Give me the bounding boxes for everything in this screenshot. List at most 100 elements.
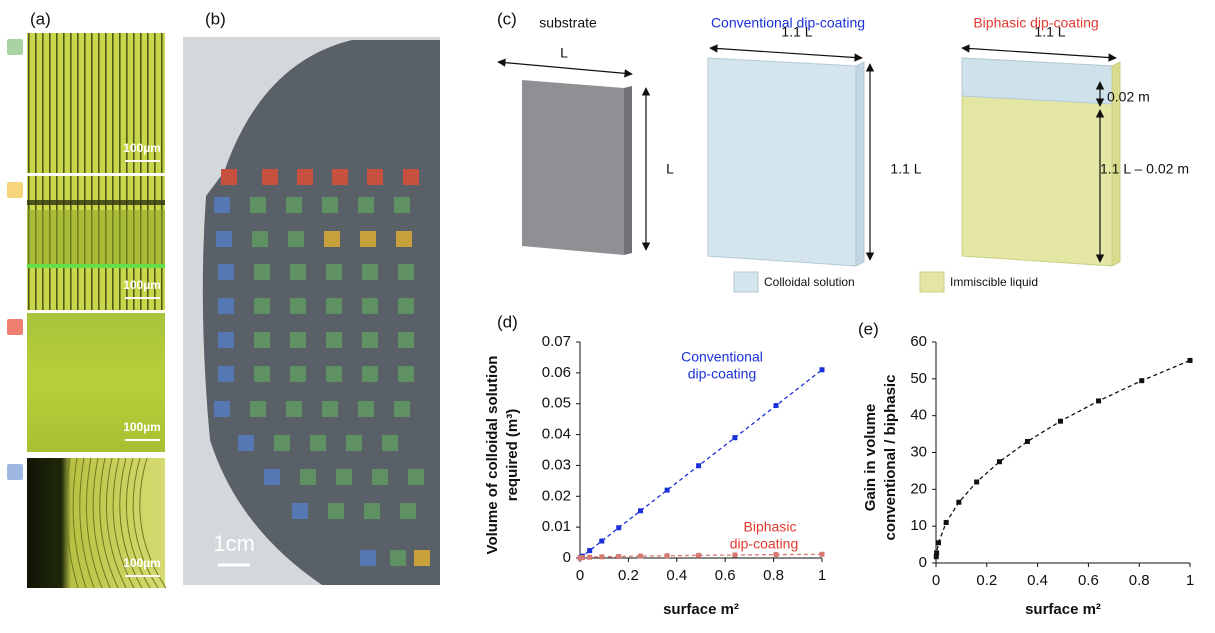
test-square: [326, 332, 342, 348]
test-square: [394, 401, 410, 417]
test-square: [414, 550, 430, 566]
data-point: [616, 525, 621, 530]
color-key: [7, 464, 23, 480]
test-square: [216, 231, 232, 247]
y-tick-label: 0.03: [542, 456, 571, 473]
panel-label: (d): [497, 312, 518, 331]
series-line: [936, 360, 1190, 556]
test-square: [274, 435, 290, 451]
data-point: [1096, 398, 1101, 403]
dimension-arrow: [498, 62, 632, 74]
test-square: [358, 197, 374, 213]
test-square: [396, 231, 412, 247]
x-tick-label: 0.8: [763, 567, 784, 584]
data-point: [1025, 439, 1030, 444]
test-square: [358, 401, 374, 417]
data-point: [1188, 358, 1193, 363]
dimension-label: 1.1 L: [781, 24, 812, 40]
data-point: [944, 520, 949, 525]
y-tick-label: 0.04: [542, 426, 571, 443]
test-square: [218, 264, 234, 280]
test-square: [364, 503, 380, 519]
x-tick-label: 0.6: [1078, 572, 1099, 589]
substrate-side: [624, 86, 632, 255]
test-square: [262, 169, 278, 185]
dimension-label: 1.1 L: [1034, 24, 1065, 40]
data-point: [956, 500, 961, 505]
annotation: dip-coating: [730, 536, 799, 552]
substrate: [522, 80, 624, 255]
y-tick-label: 0.02: [542, 487, 571, 504]
test-square: [362, 264, 378, 280]
test-square: [360, 231, 376, 247]
test-square: [394, 197, 410, 213]
test-square: [310, 435, 326, 451]
y-tick-label: 60: [910, 333, 927, 350]
dimension-arrow: [962, 48, 1116, 58]
test-square: [403, 169, 419, 185]
test-square: [322, 401, 338, 417]
data-point: [665, 553, 670, 558]
data-point: [974, 479, 979, 484]
y-axis-label: Gain in volume: [862, 404, 879, 512]
dimension-label: 0.02 m: [1107, 89, 1150, 105]
test-square: [326, 366, 342, 382]
data-point: [638, 554, 643, 559]
panel-label: (e): [858, 319, 879, 338]
x-axis-label: surface m²: [663, 601, 739, 618]
x-tick-label: 1: [1186, 572, 1194, 589]
test-square: [218, 298, 234, 314]
test-square: [398, 298, 414, 314]
x-tick-label: 0: [932, 572, 940, 589]
y-tick-label: 0.01: [542, 518, 571, 535]
test-square: [264, 469, 280, 485]
data-point: [820, 552, 825, 557]
test-square: [372, 469, 388, 485]
test-square: [250, 197, 266, 213]
test-square: [218, 332, 234, 348]
x-tick-label: 0.2: [618, 567, 639, 584]
y-tick-label: 0.06: [542, 364, 571, 381]
test-square: [218, 366, 234, 382]
test-square: [408, 469, 424, 485]
annotation: dip-coating: [688, 366, 757, 382]
data-point: [599, 539, 604, 544]
dimension-label: L: [560, 45, 568, 61]
test-square: [326, 264, 342, 280]
color-key: [7, 319, 23, 335]
test-square: [336, 469, 352, 485]
x-tick-label: 0: [576, 567, 584, 584]
test-square: [288, 231, 304, 247]
x-tick-label: 0.4: [666, 567, 687, 584]
data-point: [934, 550, 939, 555]
dimension-label: L: [666, 161, 674, 177]
test-square: [297, 169, 313, 185]
scale-label: 100µm: [123, 141, 161, 155]
test-square: [326, 298, 342, 314]
color-key: [7, 39, 23, 55]
data-point: [732, 552, 737, 557]
test-square: [332, 169, 348, 185]
dimension-arrow: [710, 48, 862, 58]
scale-label: 1cm: [213, 531, 255, 556]
scale-label: 100µm: [123, 556, 161, 570]
test-square: [400, 503, 416, 519]
data-point: [696, 553, 701, 558]
data-point: [587, 555, 592, 560]
test-square: [322, 197, 338, 213]
micrograph-band: [27, 200, 165, 205]
test-square: [328, 503, 344, 519]
test-square: [214, 401, 230, 417]
y-tick-label: 10: [910, 517, 927, 534]
test-square: [221, 169, 237, 185]
test-square: [367, 169, 383, 185]
data-point: [732, 435, 737, 440]
y-axis-label: required (m³): [504, 409, 521, 502]
annotation: Conventional: [681, 349, 763, 365]
dimension-label: 1.1 L – 0.02 m: [1100, 161, 1189, 177]
y-tick-label: 0.05: [542, 395, 571, 412]
test-square: [382, 435, 398, 451]
data-point: [997, 459, 1002, 464]
data-point: [1139, 378, 1144, 383]
data-point: [638, 508, 643, 513]
